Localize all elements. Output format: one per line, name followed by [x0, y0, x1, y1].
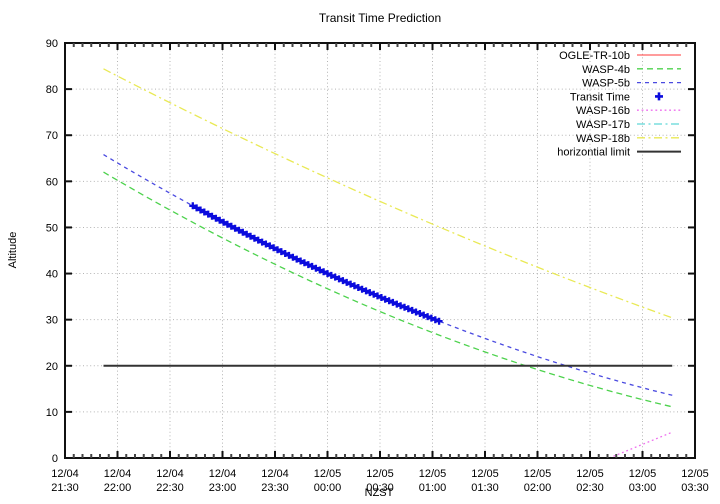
x-tick-date: 12/05 [524, 468, 552, 480]
y-tick-label: 0 [52, 453, 58, 465]
axis-ticks [64, 42, 696, 459]
y-tick-label: 80 [46, 84, 58, 96]
legend-transit-marker-icon [655, 92, 663, 101]
legend-entry-horizontial-limit: horizontial limit [557, 147, 681, 159]
x-tick-date: 12/04 [51, 468, 79, 480]
legend-entry-wasp-4b: WASP-4b [582, 64, 681, 76]
legend-label-horizontial-limit: horizontial limit [557, 147, 630, 159]
x-tick-time: 03:30 [681, 482, 709, 494]
x-tick-time: 21:30 [51, 482, 79, 494]
x-tick-time: 01:30 [471, 482, 499, 494]
x-tick-date: 12/05 [366, 468, 394, 480]
x-tick-date: 12/05 [471, 468, 499, 480]
y-tick-label: 70 [46, 130, 58, 142]
x-axis-label: NZST [365, 487, 394, 499]
x-tick-time: 00:00 [314, 482, 342, 494]
legend-label-wasp-4b: WASP-4b [582, 64, 630, 76]
x-tick-date: 12/05 [629, 468, 657, 480]
legend-label-transit-time: Transit Time [570, 91, 630, 103]
series-wasp-5b [103, 154, 673, 396]
x-tick-date: 12/04 [209, 468, 237, 480]
y-tick-label: 10 [46, 407, 58, 419]
x-tick-labels: 12/04 21:30 12/04 22:00 12/04 22:30 12/04 23:00… [51, 468, 709, 494]
legend-label-wasp-18b: WASP-18b [576, 133, 630, 145]
x-tick-time: 23:00 [209, 482, 237, 494]
y-tick-label: 60 [46, 176, 58, 188]
series-wasp-4b [103, 171, 673, 408]
legend-label-ogle-tr-10b: OGLE-TR-10b [559, 50, 630, 62]
y-axis-label: Altitude [7, 232, 19, 269]
legend-entry-wasp-16b: WASP-16b [576, 105, 681, 117]
x-tick-time: 03:00 [629, 482, 657, 494]
series-layer [103, 68, 673, 459]
y-tick-label: 50 [46, 222, 58, 234]
gridlines [65, 43, 695, 458]
y-tick-label: 20 [46, 361, 58, 373]
x-tick-date: 12/05 [576, 468, 604, 480]
legend-entry-transit-time: Transit Time [570, 91, 663, 103]
y-tick-label: 90 [46, 38, 58, 50]
series-wasp-18b [103, 68, 673, 319]
legend-entry-ogle-tr-10b: OGLE-TR-10b [559, 50, 681, 62]
x-tick-time: 23:30 [261, 482, 289, 494]
legend-label-wasp-5b: WASP-5b [582, 78, 630, 90]
x-tick-date: 12/04 [261, 468, 289, 480]
series-wasp-16b [609, 431, 673, 459]
x-tick-time: 01:00 [419, 482, 447, 494]
legend-entry-wasp-18b: WASP-18b [576, 133, 681, 145]
y-tick-label: 30 [46, 315, 58, 327]
x-tick-time: 22:00 [104, 482, 132, 494]
legend-label-wasp-17b: WASP-17b [576, 119, 630, 131]
legend-label-wasp-16b: WASP-16b [576, 105, 630, 117]
y-tick-labels: 0 10 20 30 40 50 60 70 80 90 [46, 38, 58, 465]
x-tick-date: 12/05 [314, 468, 342, 480]
x-tick-date: 12/05 [419, 468, 447, 480]
x-tick-time: 02:00 [524, 482, 552, 494]
transit-time-markers [189, 202, 443, 325]
chart-title: Transit Time Prediction [319, 11, 441, 25]
x-tick-time: 02:30 [576, 482, 604, 494]
y-tick-label: 40 [46, 269, 58, 281]
x-tick-date: 12/04 [104, 468, 132, 480]
x-tick-time: 22:30 [156, 482, 184, 494]
x-tick-date: 12/05 [681, 468, 709, 480]
legend-entry-wasp-17b: WASP-17b [576, 119, 681, 131]
legend-entry-wasp-5b: WASP-5b [582, 78, 681, 90]
x-tick-date: 12/04 [156, 468, 184, 480]
x-tick-time: 00:30 [366, 482, 394, 494]
